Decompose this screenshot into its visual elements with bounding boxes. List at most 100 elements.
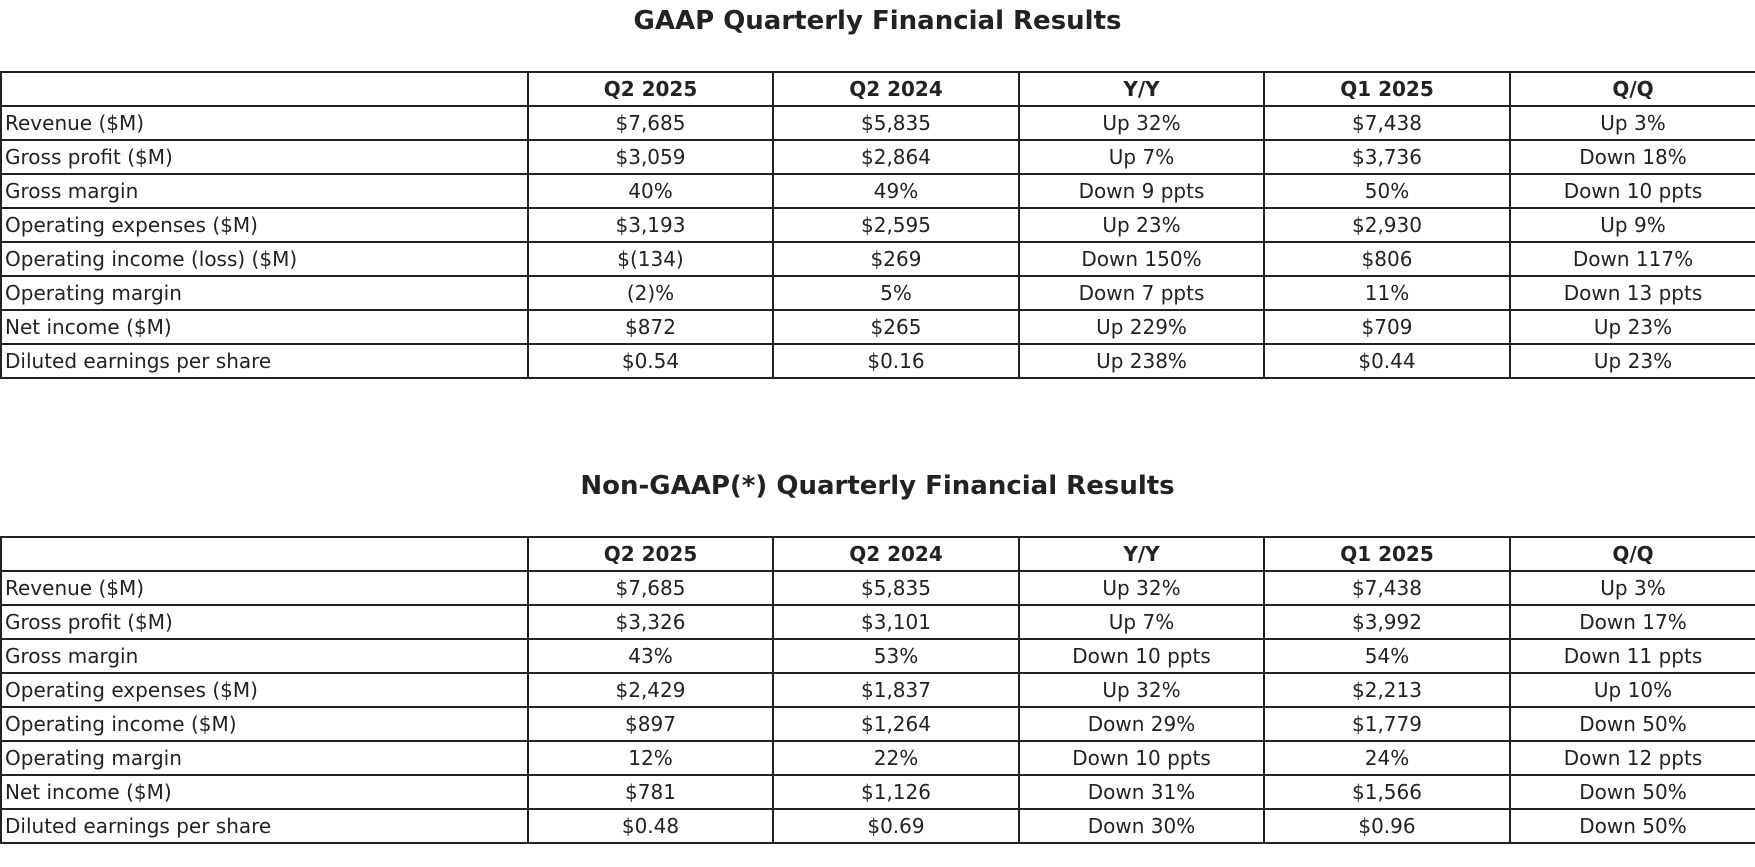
header-cell-q2-2024: Q2 2024 (772, 71, 1020, 107)
row-label-cell: Gross profit ($M) (0, 139, 529, 175)
header-cell-yy: Y/Y (1018, 536, 1265, 572)
row-label-cell: Gross profit ($M) (0, 604, 529, 640)
qq-change-cell: Down 50% (1509, 706, 1755, 742)
yy-change-cell: Down 10 ppts (1018, 740, 1265, 776)
yy-change-cell: Down 10 ppts (1018, 638, 1265, 674)
table-row: Revenue ($M) $7,685 $5,835 Up 32% $7,438 Up 3… (0, 570, 1755, 606)
header-cell-q2-2025: Q2 2025 (527, 71, 774, 107)
nongaap-section-title: Non-GAAP(*) Quarterly Financial Results (580, 471, 1175, 501)
table-row: Operating income (loss) ($M) $(134) $269 Do… (0, 241, 1755, 277)
q2-2025-value-cell: $(134) (527, 241, 774, 277)
row-label-cell: Diluted earnings per share (0, 343, 529, 379)
q2-2025-value-cell: $3,193 (527, 207, 774, 243)
gaap-section-title: GAAP Quarterly Financial Results (633, 6, 1122, 36)
row-label-cell: Revenue ($M) (0, 105, 529, 141)
qq-change-cell: Up 10% (1509, 672, 1755, 708)
q2-2025-value-cell: 40% (527, 173, 774, 209)
row-label-cell: Gross margin (0, 173, 529, 209)
q2-2024-value-cell: $2,864 (772, 139, 1020, 175)
q2-2025-value-cell: $0.48 (527, 808, 774, 844)
yy-change-cell: Down 9 ppts (1018, 173, 1265, 209)
qq-change-cell: Up 23% (1509, 309, 1755, 345)
yy-change-cell: Up 23% (1018, 207, 1265, 243)
header-cell-q2-2024: Q2 2024 (772, 536, 1020, 572)
q1-2025-value-cell: $7,438 (1263, 570, 1511, 606)
qq-change-cell: Down 17% (1509, 604, 1755, 640)
q2-2025-value-cell: 12% (527, 740, 774, 776)
table-row: Operating expenses ($M) $3,193 $2,595 Up 23… (0, 207, 1755, 243)
header-cell-label (0, 71, 529, 107)
q2-2025-value-cell: $7,685 (527, 105, 774, 141)
q2-2024-value-cell: $1,264 (772, 706, 1020, 742)
table-row: Diluted earnings per share $0.48 $0.69 Down… (0, 808, 1755, 844)
table-row: Diluted earnings per share $0.54 $0.16 Up 2… (0, 343, 1755, 379)
yy-change-cell: Up 32% (1018, 672, 1265, 708)
q2-2025-value-cell: $3,059 (527, 139, 774, 175)
table-row: Gross margin 43% 53% Down 10 ppts 54% Down 11… (0, 638, 1755, 674)
yy-change-cell: Up 7% (1018, 139, 1265, 175)
q2-2024-value-cell: $265 (772, 309, 1020, 345)
table-row: Gross margin 40% 49% Down 9 ppts 50% Down 10 … (0, 173, 1755, 209)
header-cell-yy: Y/Y (1018, 71, 1265, 107)
table-row: Revenue ($M) $7,685 $5,835 Up 32% $7,438 Up 3… (0, 105, 1755, 141)
table-row: Gross profit ($M) $3,059 $2,864 Up 7% $3,736… (0, 139, 1755, 175)
qq-change-cell: Down 50% (1509, 808, 1755, 844)
q1-2025-value-cell: 54% (1263, 638, 1511, 674)
q2-2024-value-cell: $1,837 (772, 672, 1020, 708)
q1-2025-value-cell: 11% (1263, 275, 1511, 311)
qq-change-cell: Down 18% (1509, 139, 1755, 175)
qq-change-cell: Up 3% (1509, 570, 1755, 606)
row-label-cell: Operating expenses ($M) (0, 207, 529, 243)
q1-2025-value-cell: $709 (1263, 309, 1511, 345)
row-label-cell: Net income ($M) (0, 774, 529, 810)
q1-2025-value-cell: $0.96 (1263, 808, 1511, 844)
table-row: Operating margin (2)% 5% Down 7 ppts 11% Down… (0, 275, 1755, 311)
q1-2025-value-cell: $806 (1263, 241, 1511, 277)
yy-change-cell: Up 229% (1018, 309, 1265, 345)
qq-change-cell: Down 13 ppts (1509, 275, 1755, 311)
table-row: Net income ($M) $872 $265 Up 229% $709 Up 23% (0, 309, 1755, 345)
table-row: Operating income ($M) $897 $1,264 Down 29% $… (0, 706, 1755, 742)
q1-2025-value-cell: $2,930 (1263, 207, 1511, 243)
row-label-cell: Operating margin (0, 275, 529, 311)
qq-change-cell: Down 12 ppts (1509, 740, 1755, 776)
nongaap-table-body: Revenue ($M) $7,685 $5,835 Up 32% $7,438 Up 3… (0, 570, 1755, 844)
q2-2024-value-cell: $0.69 (772, 808, 1020, 844)
row-label-cell: Operating expenses ($M) (0, 672, 529, 708)
gaap-table-body: Revenue ($M) $7,685 $5,835 Up 32% $7,438 Up 3… (0, 105, 1755, 379)
table-row: Gross profit ($M) $3,326 $3,101 Up 7% $3,992… (0, 604, 1755, 640)
q1-2025-value-cell: $3,992 (1263, 604, 1511, 640)
table-row: Operating margin 12% 22% Down 10 ppts 24% Dow… (0, 740, 1755, 776)
q1-2025-value-cell: 50% (1263, 173, 1511, 209)
q2-2024-value-cell: $0.16 (772, 343, 1020, 379)
q1-2025-value-cell: $3,736 (1263, 139, 1511, 175)
qq-change-cell: Down 50% (1509, 774, 1755, 810)
yy-change-cell: Down 150% (1018, 241, 1265, 277)
qq-change-cell: Down 11 ppts (1509, 638, 1755, 674)
q2-2025-value-cell: $0.54 (527, 343, 774, 379)
q2-2025-value-cell: (2)% (527, 275, 774, 311)
q2-2024-value-cell: 5% (772, 275, 1020, 311)
q2-2024-value-cell: $5,835 (772, 105, 1020, 141)
q2-2024-value-cell: $3,101 (772, 604, 1020, 640)
header-cell-q2-2025: Q2 2025 (527, 536, 774, 572)
qq-change-cell: Up 3% (1509, 105, 1755, 141)
q2-2024-value-cell: $5,835 (772, 570, 1020, 606)
q2-2025-value-cell: $872 (527, 309, 774, 345)
yy-change-cell: Up 32% (1018, 570, 1265, 606)
gaap-results-table: Q2 2025 Q2 2024 Y/Y Q1 2025 Q/Q Revenue … (0, 71, 1755, 379)
yy-change-cell: Down 31% (1018, 774, 1265, 810)
q2-2024-value-cell: 49% (772, 173, 1020, 209)
row-label-cell: Net income ($M) (0, 309, 529, 345)
yy-change-cell: Down 30% (1018, 808, 1265, 844)
row-label-cell: Operating income ($M) (0, 706, 529, 742)
q1-2025-value-cell: $1,779 (1263, 706, 1511, 742)
header-cell-label (0, 536, 529, 572)
q2-2024-value-cell: $269 (772, 241, 1020, 277)
header-cell-qq: Q/Q (1509, 536, 1755, 572)
q2-2024-value-cell: 53% (772, 638, 1020, 674)
row-label-cell: Diluted earnings per share (0, 808, 529, 844)
yy-change-cell: Down 29% (1018, 706, 1265, 742)
qq-change-cell: Up 23% (1509, 343, 1755, 379)
qq-change-cell: Down 10 ppts (1509, 173, 1755, 209)
